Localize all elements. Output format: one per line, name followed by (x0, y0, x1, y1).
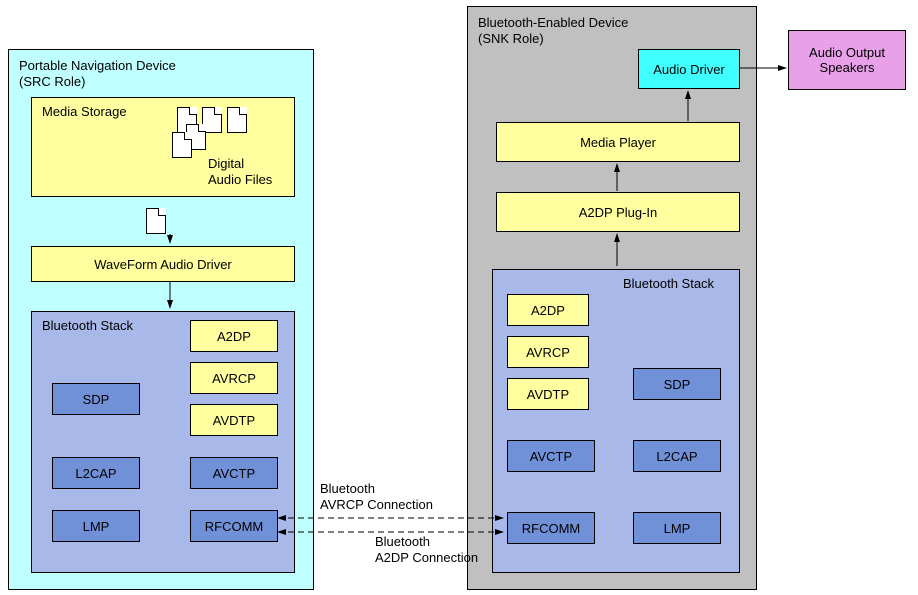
media-player-label: Media Player (580, 135, 656, 150)
snk-a2dp-label: A2DP (531, 303, 565, 318)
src-rfcomm: RFCOMM (190, 510, 278, 542)
src-lmp-label: LMP (83, 519, 110, 534)
speakers-l2: Speakers (820, 60, 875, 75)
src-l2cap: L2CAP (52, 457, 140, 489)
src-avrcp: AVRCP (190, 362, 278, 394)
media-storage-label: Media Storage (42, 104, 127, 120)
snk-lmp: LMP (633, 512, 721, 544)
file-icon (172, 132, 192, 158)
snk-l2cap: L2CAP (633, 440, 721, 472)
a2dp-conn-label: Bluetooth A2DP Connection (375, 534, 478, 565)
a2dp-conn-l1: Bluetooth (375, 534, 430, 549)
snk-sdp-label: SDP (664, 377, 691, 392)
snk-device: Bluetooth-Enabled Device (SNK Role) Audi… (467, 6, 757, 590)
snk-sdp: SDP (633, 368, 721, 400)
a2dp-plugin-label: A2DP Plug-In (579, 205, 658, 220)
speakers-l1: Audio Output (809, 45, 885, 60)
src-sdp-label: SDP (83, 392, 110, 407)
snk-rfcomm: RFCOMM (507, 512, 595, 544)
src-lmp: LMP (52, 510, 140, 542)
src-avctp: AVCTP (190, 457, 278, 489)
src-avdtp: AVDTP (190, 404, 278, 436)
snk-avrcp-label: AVRCP (526, 345, 570, 360)
src-sdp: SDP (52, 383, 140, 415)
snk-bluetooth-stack: Bluetooth Stack A2DP AVRCP AVDTP SDP AVC… (492, 269, 740, 573)
snk-a2dp: A2DP (507, 294, 589, 326)
src-l2cap-label: L2CAP (75, 466, 116, 481)
avrcp-conn-label: Bluetooth AVRCP Connection (320, 481, 433, 512)
snk-avctp: AVCTP (507, 440, 595, 472)
src-bluetooth-stack: Bluetooth Stack A2DP AVRCP SDP AVDTP L2C… (31, 311, 295, 573)
snk-rfcomm-label: RFCOMM (522, 521, 581, 536)
audio-driver: Audio Driver (638, 49, 740, 89)
media-storage: Media Storage Digital Audio Files (31, 97, 295, 197)
file-icon (227, 107, 247, 133)
snk-l2cap-label: L2CAP (656, 449, 697, 464)
snk-title-l2: (SNK Role) (478, 31, 544, 46)
audio-driver-label: Audio Driver (653, 62, 725, 77)
a2dp-conn-l2: A2DP Connection (375, 550, 478, 565)
audio-output-speakers: Audio Output Speakers (788, 30, 906, 90)
media-player: Media Player (496, 122, 740, 162)
src-title-l2: (SRC Role) (19, 74, 85, 89)
snk-avrcp: AVRCP (507, 336, 589, 368)
snk-avctp-label: AVCTP (530, 449, 572, 464)
waveform-audio-driver-label: WaveForm Audio Driver (94, 257, 232, 272)
snk-bt-stack-title: Bluetooth Stack (623, 276, 714, 292)
snk-lmp-label: LMP (664, 521, 691, 536)
src-title: Portable Navigation Device (SRC Role) (19, 58, 176, 89)
waveform-audio-driver: WaveForm Audio Driver (31, 246, 295, 282)
snk-title-l1: Bluetooth-Enabled Device (478, 15, 628, 30)
src-avdtp-label: AVDTP (213, 413, 255, 428)
src-device: Portable Navigation Device (SRC Role) Me… (8, 49, 314, 590)
src-a2dp: A2DP (190, 320, 278, 352)
src-avrcp-label: AVRCP (212, 371, 256, 386)
src-bt-stack-title: Bluetooth Stack (42, 318, 133, 334)
src-rfcomm-label: RFCOMM (205, 519, 264, 534)
snk-avdtp: AVDTP (507, 378, 589, 410)
avrcp-conn-l1: Bluetooth (320, 481, 375, 496)
digital-audio-label: Digital Audio Files (208, 156, 272, 187)
file-icon (146, 208, 166, 234)
a2dp-plugin: A2DP Plug-In (496, 192, 740, 232)
src-avctp-label: AVCTP (213, 466, 255, 481)
src-title-l1: Portable Navigation Device (19, 58, 176, 73)
digital-audio-l2: Audio Files (208, 172, 272, 187)
snk-avdtp-label: AVDTP (527, 387, 569, 402)
digital-audio-l1: Digital (208, 156, 244, 171)
src-a2dp-label: A2DP (217, 329, 251, 344)
avrcp-conn-l2: AVRCP Connection (320, 497, 433, 512)
snk-title: Bluetooth-Enabled Device (SNK Role) (478, 15, 628, 46)
